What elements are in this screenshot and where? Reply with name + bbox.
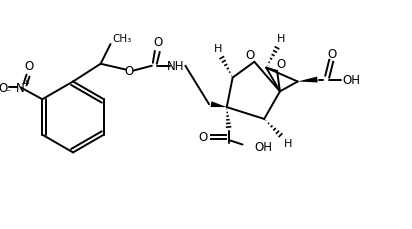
Text: +: + <box>22 79 29 87</box>
Text: H: H <box>277 34 285 44</box>
Text: O: O <box>246 49 255 62</box>
Text: O: O <box>199 131 208 144</box>
Text: OH: OH <box>254 140 272 153</box>
Text: O: O <box>328 48 337 61</box>
Text: NH: NH <box>167 60 184 73</box>
Text: H: H <box>283 138 292 148</box>
Text: CH₃: CH₃ <box>112 34 132 44</box>
Text: ⁻: ⁻ <box>5 88 10 98</box>
Polygon shape <box>211 102 227 108</box>
Text: O: O <box>276 58 286 71</box>
Text: O: O <box>124 65 134 78</box>
Text: N: N <box>16 82 25 95</box>
Text: O: O <box>153 35 162 48</box>
Text: H: H <box>214 44 222 54</box>
Polygon shape <box>298 77 318 83</box>
Text: O: O <box>24 60 33 73</box>
Text: OH: OH <box>342 74 360 87</box>
Text: O: O <box>0 82 7 95</box>
